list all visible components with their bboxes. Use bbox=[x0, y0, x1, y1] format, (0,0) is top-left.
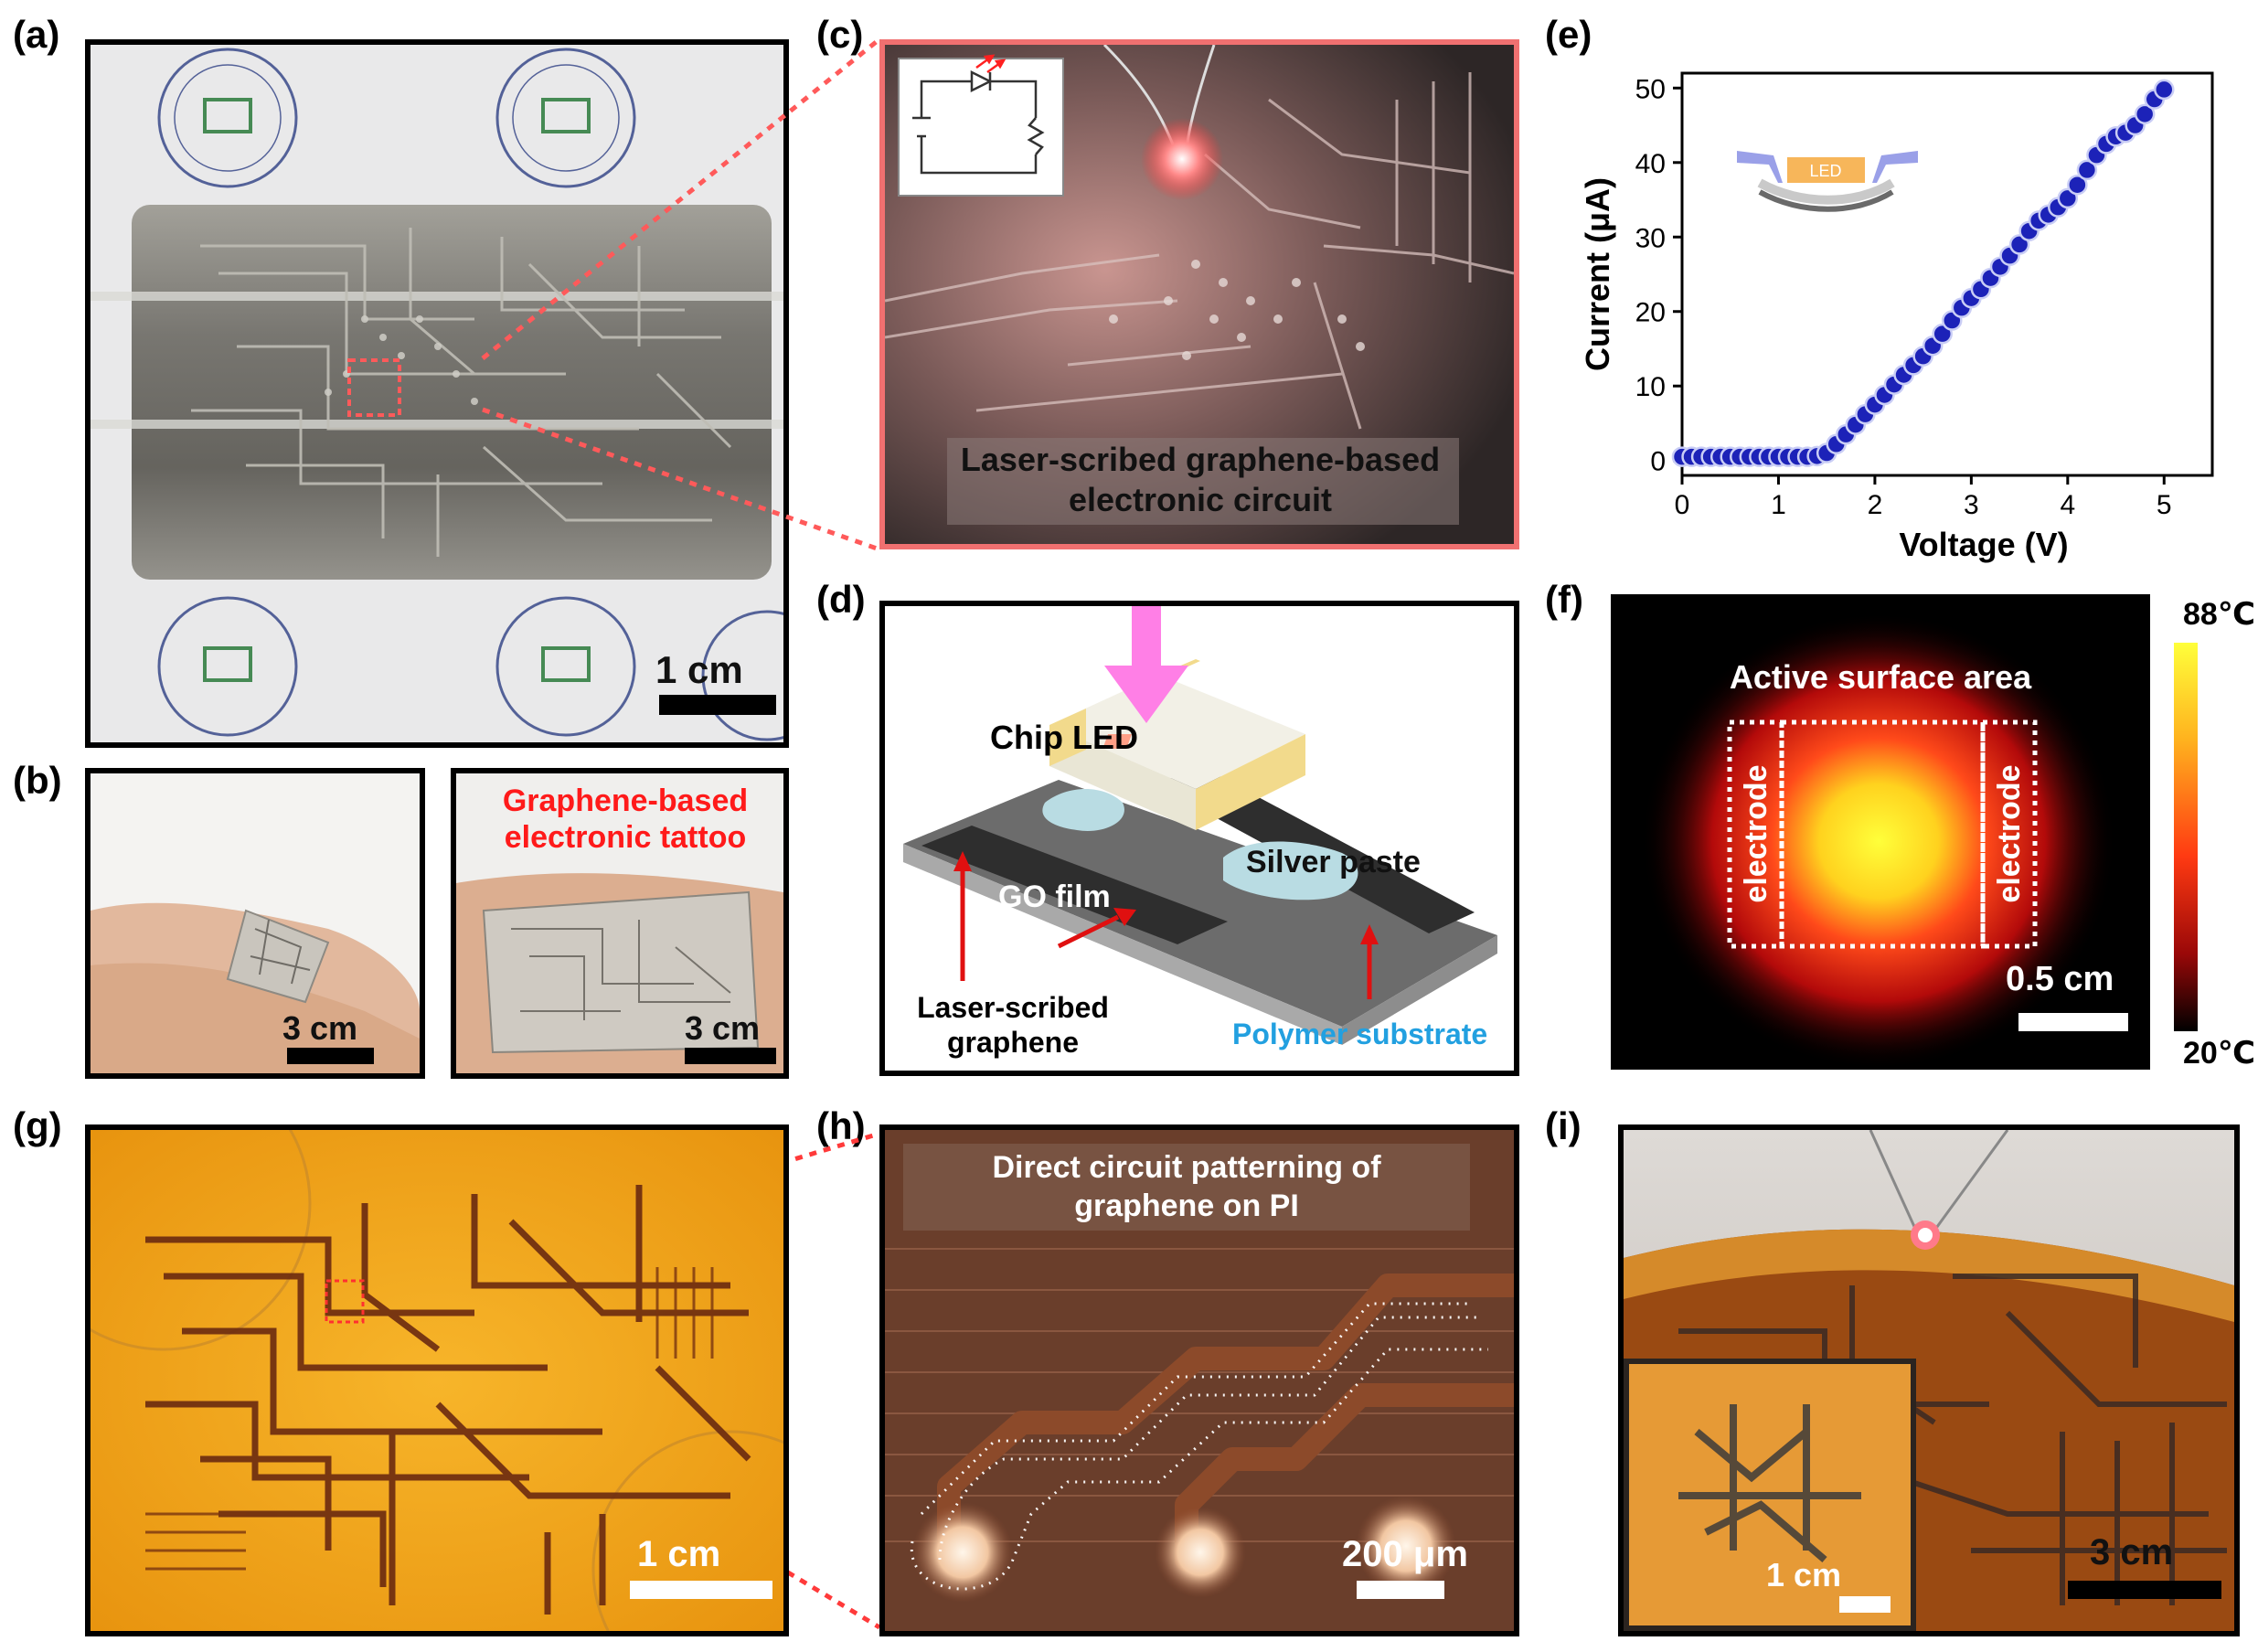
university-seal-stamps bbox=[157, 48, 783, 741]
x-tick-label: 1 bbox=[1771, 490, 1786, 520]
panel-label-f: (f) bbox=[1545, 578, 1583, 621]
panel-f-thermal: electrode electrode Active surface area … bbox=[1611, 594, 2150, 1070]
led-inset-sketch bbox=[1737, 151, 1918, 212]
x-tick-label: 4 bbox=[2060, 490, 2075, 520]
panel-b-left-scale-bar bbox=[287, 1048, 374, 1064]
panel-f-scale-bar bbox=[2018, 1013, 2128, 1031]
panel-f-scale-label: 0.5 cm bbox=[2006, 960, 2114, 998]
thermal-image: electrode electrode bbox=[1641, 613, 2116, 1070]
led-device-schematic bbox=[903, 606, 1497, 1045]
active-surface-title: Active surface area bbox=[1729, 658, 2032, 696]
lsg-label-line1: Laser-scribed bbox=[917, 991, 1109, 1024]
panel-h-scale-bar bbox=[1357, 1581, 1444, 1599]
y-tick-label: 0 bbox=[1650, 447, 1666, 477]
panel-g-photo: 1 cm bbox=[85, 1124, 789, 1636]
panel-i-scale-label: 3 cm bbox=[2090, 1532, 2174, 1572]
panel-b-right-photo: Graphene-based electronic tattoo 3 cm bbox=[451, 768, 789, 1079]
y-tick-label: 20 bbox=[1635, 298, 1666, 328]
chip-led-label: Chip LED bbox=[990, 719, 1138, 756]
inset-led-label: LED bbox=[1809, 162, 1841, 180]
wrist-tattoo-photo bbox=[91, 902, 420, 1073]
panel-b-left-scale-label: 3 cm bbox=[282, 1009, 358, 1047]
bent-pi-circuit-photo bbox=[1624, 1130, 2234, 1631]
panel-g-scale-bar bbox=[630, 1581, 772, 1599]
panel-h-micrograph: Direct circuit patterning of graphene on… bbox=[879, 1124, 1519, 1636]
x-tick-label: 0 bbox=[1675, 490, 1690, 520]
panel-h-caption-line1: Direct circuit patterning of bbox=[992, 1150, 1381, 1185]
y-tick-label: 30 bbox=[1635, 223, 1666, 253]
forearm-tattoo-photo bbox=[456, 873, 783, 1073]
panel-d-schematic: Chip LED Silver paste GO film Laser-scri… bbox=[879, 601, 1519, 1076]
patterned-graphene-micrograph bbox=[885, 1130, 1514, 1631]
panel-h-scale-label: 200 μm bbox=[1342, 1534, 1468, 1574]
electrode-left-label: electrode bbox=[1739, 764, 1773, 902]
chart-xlabel: Voltage (V) bbox=[1899, 526, 2068, 563]
panel-i-inset-scale-label: 1 cm bbox=[1766, 1556, 1842, 1593]
panel-c-caption-line2: electronic circuit bbox=[1068, 481, 1333, 518]
data-point bbox=[2134, 103, 2156, 125]
colorbar-max-label: 88℃ bbox=[2183, 597, 2255, 632]
go-film-label: GO film bbox=[998, 879, 1111, 914]
lit-led-circuit-photo bbox=[885, 45, 1514, 544]
pi-circuit-photo bbox=[91, 1130, 783, 1631]
panel-i-scale-bar bbox=[2068, 1581, 2221, 1599]
panel-e-iv-chart: 0 1 2 3 4 5 0 10 20 30 40 50 LED Voltage (V) Curren… bbox=[1554, 37, 2231, 567]
silver-paste-label: Silver paste bbox=[1246, 845, 1421, 879]
panel-b-title-line1: Graphene-based bbox=[502, 783, 749, 818]
x-tick-label: 2 bbox=[1868, 490, 1883, 520]
panel-i-inset-scale-bar bbox=[1839, 1596, 1891, 1613]
polymer-substrate-label: Polymer substrate bbox=[1232, 1018, 1488, 1050]
y-tick-label: 40 bbox=[1635, 149, 1666, 179]
y-tick-label: 10 bbox=[1635, 372, 1666, 402]
x-tick-label: 3 bbox=[1964, 490, 1979, 520]
panel-label-b: (b) bbox=[13, 759, 62, 802]
panel-b-right-scale-label: 3 cm bbox=[685, 1009, 761, 1047]
panel-c-photo: Laser-scribed graphene-based electronic … bbox=[879, 39, 1519, 549]
chart-frame bbox=[1680, 71, 2214, 477]
panel-b-right-scale-bar bbox=[685, 1048, 776, 1064]
panel-a-photo: 1 cm bbox=[85, 39, 789, 748]
thermal-colorbar bbox=[2174, 643, 2198, 1031]
y-tick-label: 50 bbox=[1635, 74, 1666, 104]
panel-label-i: (i) bbox=[1545, 1104, 1582, 1147]
data-point bbox=[2067, 174, 2088, 196]
panel-label-d: (d) bbox=[816, 578, 866, 621]
panel-a-scale-bar bbox=[659, 695, 776, 715]
panel-g-scale-label: 1 cm bbox=[637, 1534, 721, 1574]
data-point bbox=[2154, 79, 2175, 101]
rolled-circuit-photo bbox=[91, 48, 783, 741]
panel-b-left-photo: 3 cm bbox=[85, 768, 425, 1079]
panel-label-a: (a) bbox=[13, 13, 60, 56]
panel-label-g: (g) bbox=[13, 1104, 62, 1147]
colorbar-min-label: 20℃ bbox=[2183, 1036, 2255, 1071]
panel-a-scale-label: 1 cm bbox=[655, 648, 743, 691]
data-point bbox=[2076, 159, 2098, 181]
chart-ylabel: Current (μA) bbox=[1579, 177, 1616, 371]
panel-label-e: (e) bbox=[1545, 13, 1592, 56]
panel-c-caption-line1: Laser-scribed graphene-based bbox=[960, 441, 1441, 478]
panel-i-photo: 1 cm 3 cm bbox=[1618, 1124, 2240, 1636]
panel-h-caption-line2: graphene on PI bbox=[1074, 1188, 1299, 1223]
lsg-label-line2: graphene bbox=[946, 1026, 1080, 1059]
panel-label-c: (c) bbox=[816, 13, 864, 56]
panel-b-title-line2: electronic tattoo bbox=[504, 820, 747, 855]
x-tick-label: 5 bbox=[2157, 490, 2172, 520]
electrode-right-label: electrode bbox=[1992, 764, 2027, 902]
